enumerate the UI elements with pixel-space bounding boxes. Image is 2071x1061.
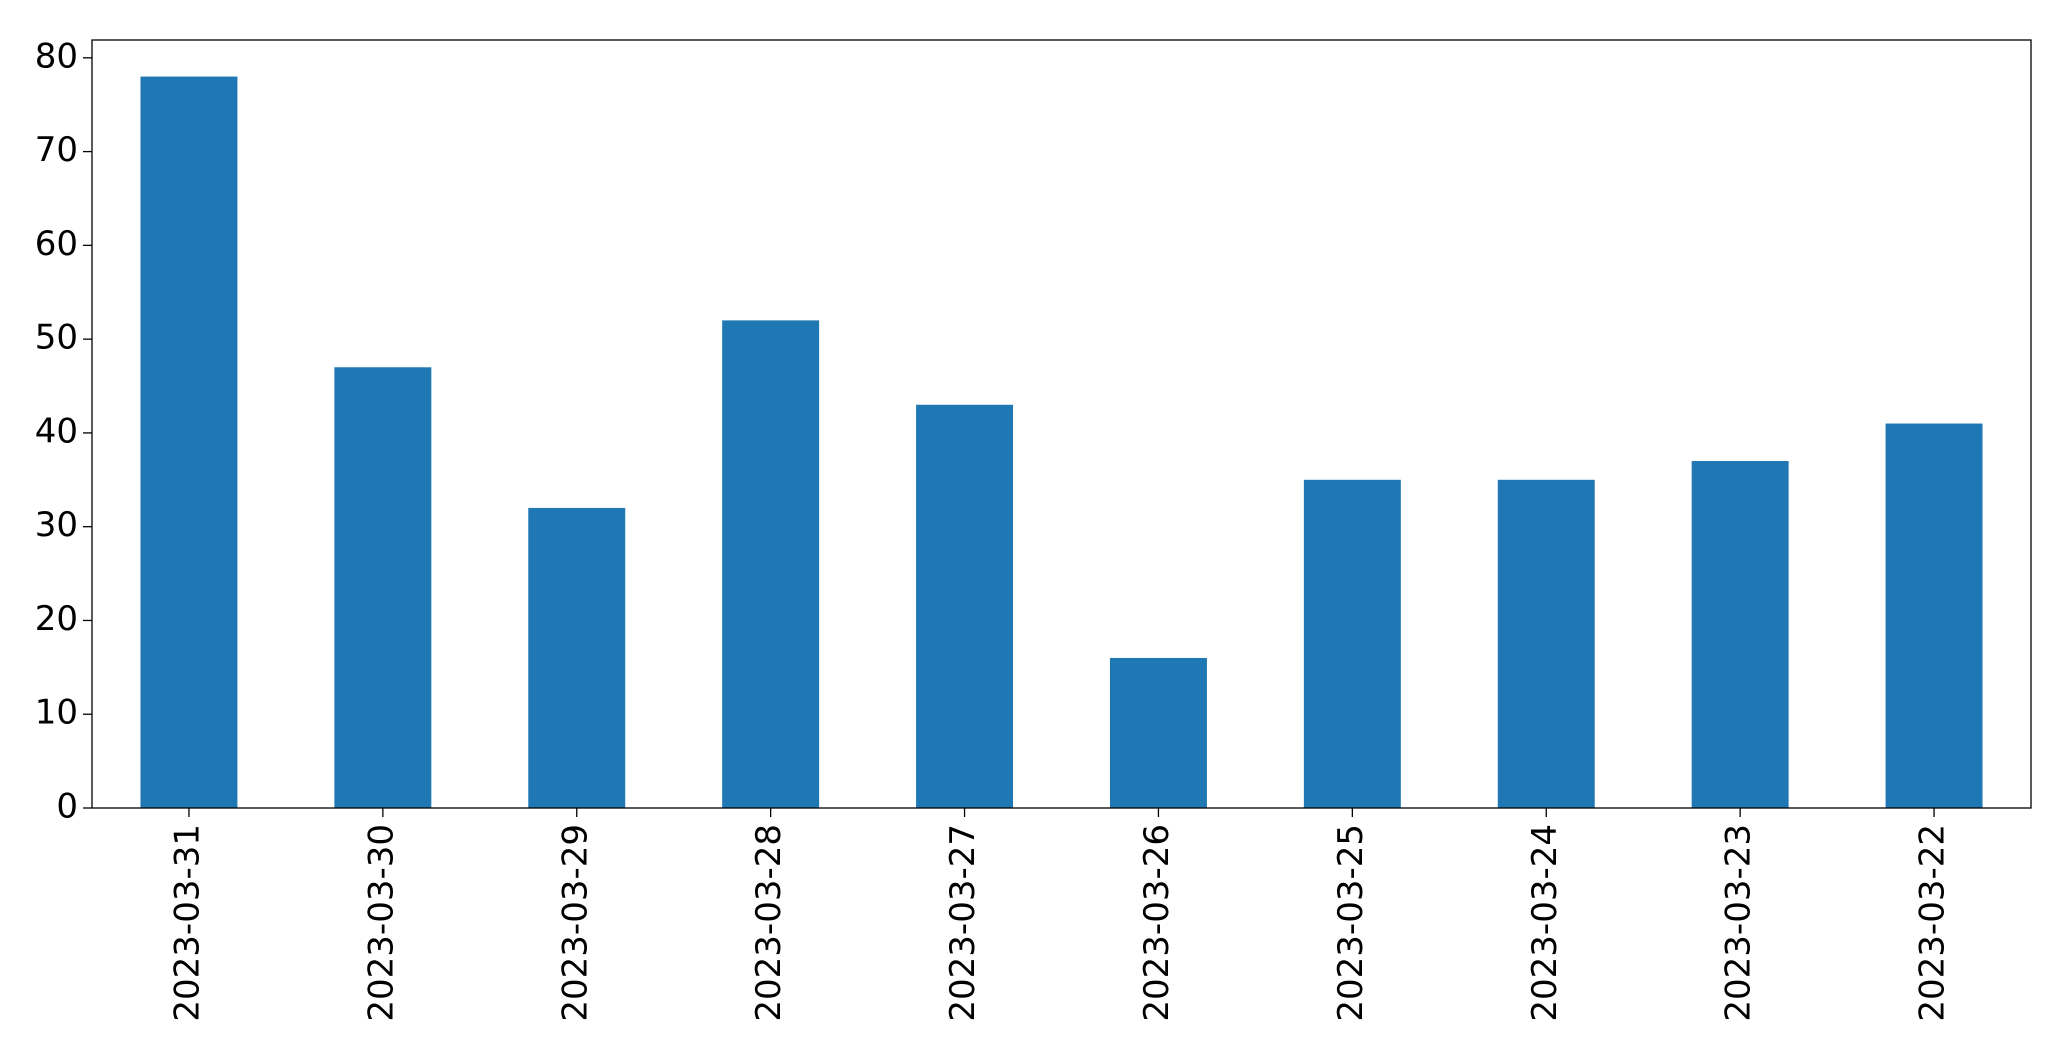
plot-frame <box>91 39 2032 809</box>
bar <box>1497 479 1595 808</box>
x-tick-label: 2023-03-26 <box>1137 824 1177 1022</box>
bar <box>140 76 238 809</box>
bar <box>1691 461 1789 808</box>
bar <box>528 507 626 808</box>
y-tick-label: 0 <box>56 787 78 827</box>
y-tick-label: 40 <box>35 411 78 451</box>
y-tick-label: 70 <box>35 130 78 170</box>
bar <box>1303 479 1401 808</box>
bar <box>1885 423 1983 808</box>
y-tick-label: 10 <box>35 693 78 733</box>
x-tick-label: 2023-03-24 <box>1525 824 1565 1022</box>
bar <box>916 404 1014 808</box>
y-tick-label: 20 <box>35 599 78 639</box>
y-tick-label: 50 <box>35 318 78 358</box>
x-tick-label: 2023-03-22 <box>1913 824 1953 1022</box>
x-tick-label: 2023-03-27 <box>943 824 983 1022</box>
y-tick-label: 80 <box>35 36 78 76</box>
x-tick-label: 2023-03-25 <box>1331 824 1371 1022</box>
y-tick-label: 60 <box>35 224 78 264</box>
x-tick-label: 2023-03-29 <box>555 824 595 1022</box>
bar <box>722 320 820 808</box>
bar <box>334 367 432 808</box>
bar <box>1109 657 1207 808</box>
x-tick-label: 2023-03-30 <box>361 824 401 1022</box>
x-tick-label: 2023-03-23 <box>1719 824 1759 1022</box>
y-tick-label: 30 <box>35 505 78 545</box>
x-tick-label: 2023-03-28 <box>749 824 789 1022</box>
x-tick-label: 2023-03-31 <box>167 824 207 1022</box>
